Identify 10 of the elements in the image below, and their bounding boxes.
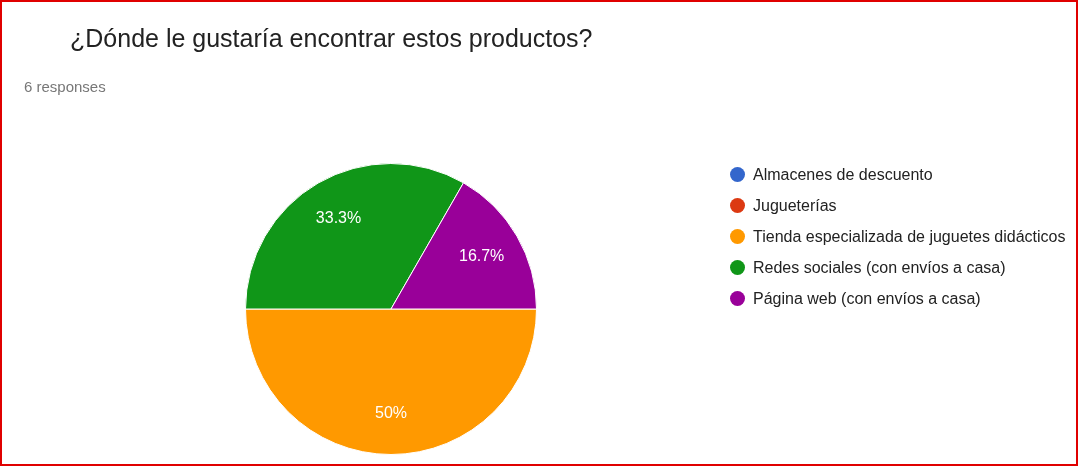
legend-label: Redes sociales (con envíos a casa) [753,258,1006,278]
data-label: 50% [374,404,408,422]
legend-label: Jugueterías [753,196,837,216]
data-label: 33.3% [315,208,362,226]
chart-title: ¿Dónde le gustaría encontrar estos productos? [70,24,593,53]
legend-label: Tienda especializada de juguetes didácticos [753,227,1066,247]
legend-label: Almacenes de descuento [753,165,933,185]
text: 6 responses [24,78,106,95]
data-label: 16.7% [458,246,505,264]
legend-label: Página web (con envíos a casa) [753,289,981,309]
